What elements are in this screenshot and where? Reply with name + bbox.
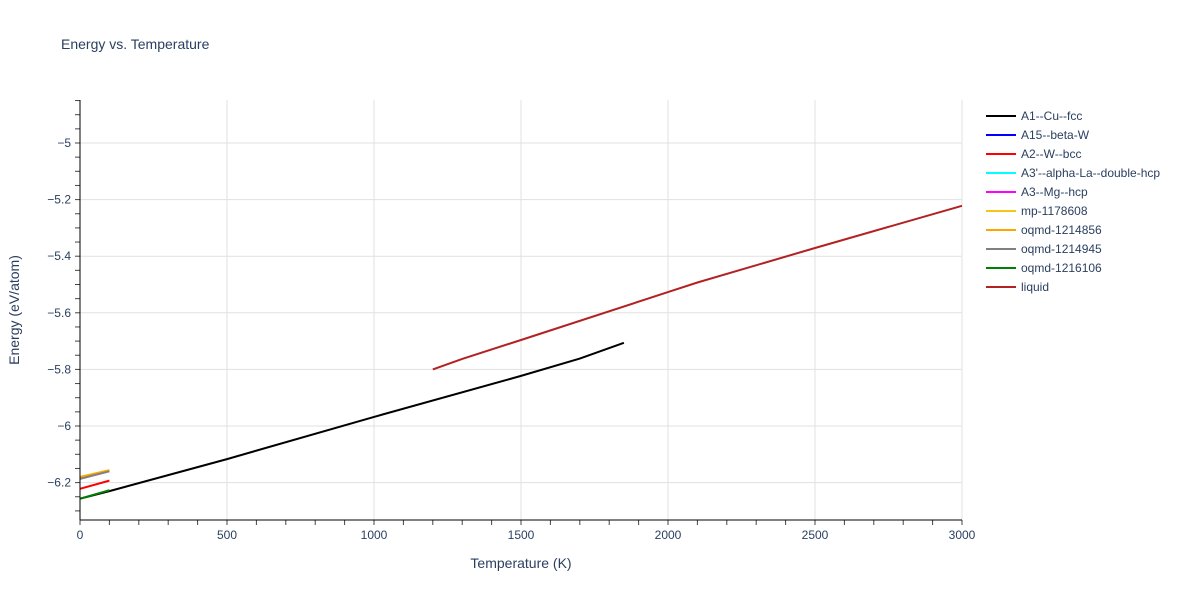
legend-label: oqmd-1216106	[1021, 260, 1102, 275]
legend-label: A2--W--bcc	[1021, 146, 1082, 161]
legend-swatch-icon	[986, 171, 1016, 174]
legend-swatch-icon	[986, 228, 1016, 231]
legend-label: liquid	[1021, 279, 1050, 294]
x-tick-label: 2500	[802, 528, 829, 542]
legend-item[interactable]: oqmd-1214945	[986, 239, 1160, 258]
axes: 0 500 1000 1500 2000 2500 3000 −5 −5.2 −5.4 −5.6 −5…	[47, 100, 976, 542]
legend-label: oqmd-1214856	[1021, 222, 1102, 237]
y-tick-label: −5.8	[47, 362, 71, 376]
series-line-a2-w-bcc	[79, 479, 110, 490]
legend: A1--Cu--fcc A15--beta-W A2--W--bcc A3'--alp…	[986, 106, 1160, 296]
x-tick-label: 3000	[949, 528, 976, 542]
series-line-liquid	[432, 204, 963, 371]
x-tick-label: 1000	[361, 528, 388, 542]
legend-label: A15--beta-W	[1021, 127, 1090, 142]
legend-item[interactable]: oqmd-1214856	[986, 220, 1160, 239]
chart-title: Energy vs. Temperature	[61, 36, 210, 52]
gridlines	[80, 100, 963, 520]
legend-label: mp-1178608	[1021, 203, 1088, 218]
legend-swatch-icon	[986, 285, 1016, 288]
x-tick-label: 0	[77, 528, 84, 542]
legend-swatch-icon	[986, 247, 1016, 250]
y-tick-label: −6	[57, 419, 71, 433]
legend-item[interactable]: A15--beta-W	[986, 125, 1160, 144]
series-line-oqmd-1214856	[79, 469, 110, 479]
legend-swatch-icon	[986, 190, 1016, 193]
legend-item[interactable]: A3--Mg--hcp	[986, 182, 1160, 201]
x-axis-title: Temperature (K)	[470, 555, 571, 571]
y-tick-label: −6.2	[47, 476, 71, 490]
y-tick-label: −5.4	[47, 249, 71, 263]
legend-item[interactable]: oqmd-1216106	[986, 258, 1160, 277]
y-tick-label: −5.2	[47, 193, 71, 207]
x-tick-label: 500	[217, 528, 237, 542]
legend-item[interactable]: mp-1178608	[986, 201, 1160, 220]
y-tick-label: −5	[57, 136, 71, 150]
legend-swatch-icon	[986, 133, 1016, 136]
y-tick-label: −5.6	[47, 306, 71, 320]
data-lines	[79, 204, 963, 500]
series-line-oqmd-1214945	[79, 470, 110, 480]
legend-swatch-icon	[986, 209, 1016, 212]
series-line-oqmd-1216106	[79, 489, 110, 500]
x-tick-label: 1500	[508, 528, 535, 542]
legend-label: A3--Mg--hcp	[1021, 184, 1088, 199]
legend-item[interactable]: A2--W--bcc	[986, 144, 1160, 163]
legend-label: A3'--alpha-La--double-hcp	[1021, 165, 1161, 180]
series-line-a1-cu-fcc	[79, 341, 625, 500]
legend-swatch-icon	[986, 266, 1016, 269]
legend-label: oqmd-1214945	[1021, 241, 1102, 256]
legend-item[interactable]: A1--Cu--fcc	[986, 106, 1160, 125]
legend-item[interactable]: liquid	[986, 277, 1160, 296]
legend-swatch-icon	[986, 114, 1016, 117]
legend-label: A1--Cu--fcc	[1021, 108, 1083, 123]
legend-swatch-icon	[986, 152, 1016, 155]
x-tick-label: 2000	[655, 528, 682, 542]
y-axis-title: Energy (eV/atom)	[6, 255, 22, 365]
legend-item[interactable]: A3'--alpha-La--double-hcp	[986, 163, 1160, 182]
